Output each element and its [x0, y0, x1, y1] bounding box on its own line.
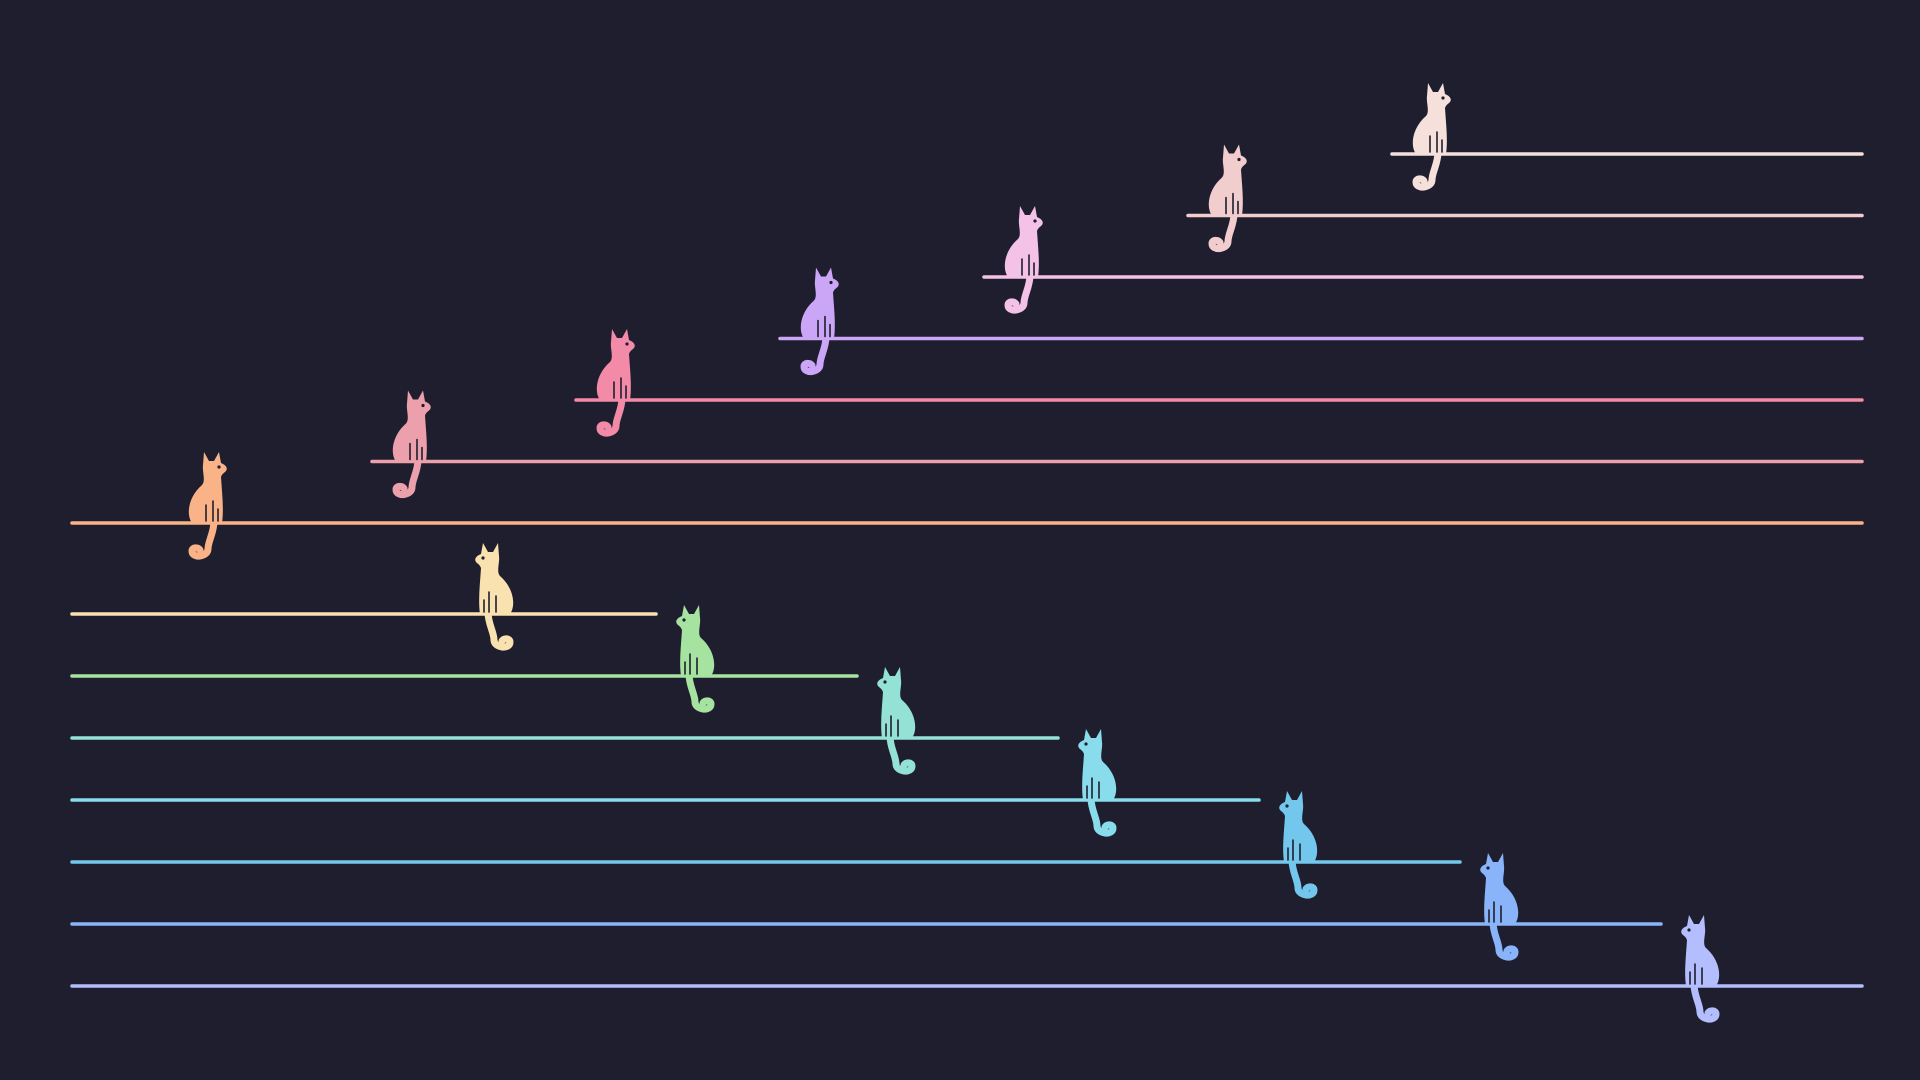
- top-cat-icon-5: [1005, 206, 1043, 310]
- bottom-cat-icon-1: [475, 543, 513, 647]
- top-cat-icon-4: [801, 268, 839, 372]
- top-cat-icon-6: [1209, 145, 1247, 249]
- perch-lines: [70, 152, 1864, 988]
- top-cat-icon-2: [393, 391, 431, 495]
- bottom-cat-icon-4: [1078, 729, 1116, 833]
- top-cat-icon-1: [189, 452, 227, 556]
- cats: [189, 83, 1719, 1019]
- bottom-cat-icon-2: [676, 605, 714, 709]
- top-cat-icon-7: [1413, 83, 1451, 187]
- top-cat-icon-3: [597, 329, 635, 433]
- bottom-cat-icon-3: [877, 667, 915, 771]
- bottom-cat-icon-7: [1681, 915, 1719, 1019]
- bottom-cat-icon-6: [1480, 853, 1518, 957]
- bottom-cat-icon-5: [1279, 791, 1317, 895]
